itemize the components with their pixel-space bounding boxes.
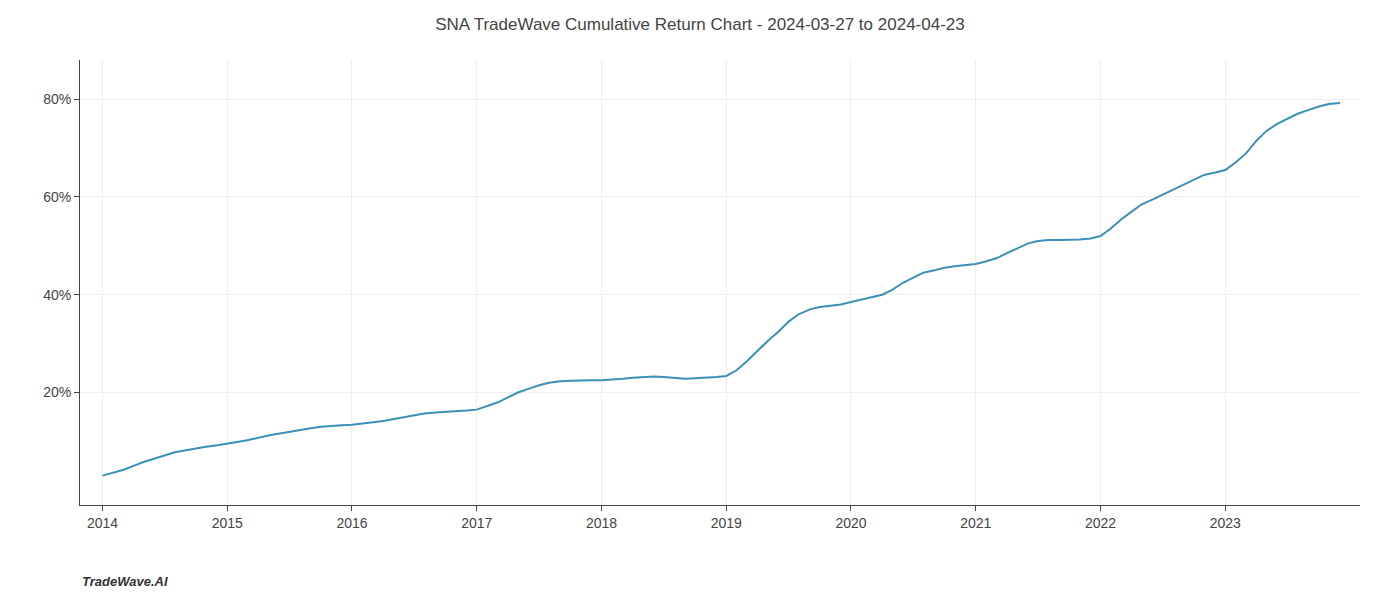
svg-text:2016: 2016 xyxy=(336,515,367,531)
svg-text:2022: 2022 xyxy=(1085,515,1116,531)
svg-text:2017: 2017 xyxy=(461,515,492,531)
svg-text:20%: 20% xyxy=(43,384,71,400)
svg-text:2021: 2021 xyxy=(960,515,991,531)
svg-text:60%: 60% xyxy=(43,189,71,205)
svg-text:2020: 2020 xyxy=(835,515,866,531)
svg-text:2015: 2015 xyxy=(212,515,243,531)
svg-text:2014: 2014 xyxy=(87,515,118,531)
svg-text:SNA TradeWave Cumulative Retur: SNA TradeWave Cumulative Return Chart - … xyxy=(435,15,964,34)
svg-text:40%: 40% xyxy=(43,287,71,303)
svg-text:2018: 2018 xyxy=(586,515,617,531)
svg-text:TradeWave.AI: TradeWave.AI xyxy=(82,574,168,589)
svg-text:2019: 2019 xyxy=(711,515,742,531)
svg-text:2023: 2023 xyxy=(1210,515,1241,531)
svg-text:80%: 80% xyxy=(43,91,71,107)
